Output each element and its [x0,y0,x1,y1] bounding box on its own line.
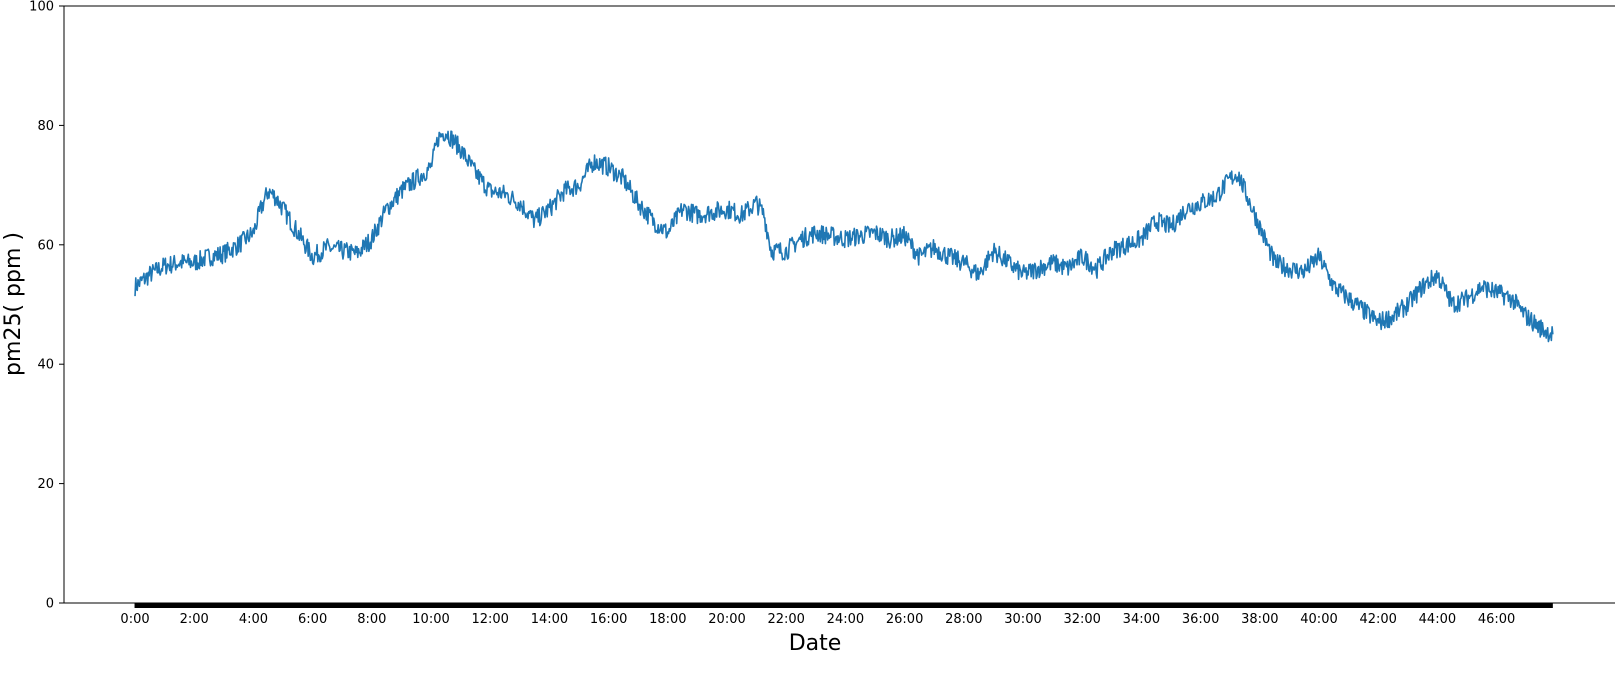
y-axis-title: pm25( ppm ) [1,232,26,376]
y-tick-label: 60 [37,238,54,253]
x-tick-label: 0:00 [120,612,149,627]
x-tick-label: 46:00 [1478,612,1515,627]
x-tick-label: 34:00 [1123,612,1160,627]
x-tick-label: 40:00 [1300,612,1337,627]
x-axis-ticks: 0:00 2:00 4:00 6:00 8:00 10:00 12:00 14:00 16:00… [120,603,1515,627]
x-tick-label: 26:00 [886,612,923,627]
x-tick-label: 2:00 [180,612,209,627]
x-tick-label: 18:00 [649,612,686,627]
plot-area [64,6,1615,603]
x-minor-tick-band [135,603,1553,608]
y-tick-label: 100 [29,0,54,15]
pm25-series-line [134,130,1554,343]
x-tick-label: 20:00 [708,612,745,627]
y-tick-label: 20 [37,477,54,492]
x-tick-label: 12:00 [471,612,508,627]
x-tick-label: 6:00 [298,612,327,627]
x-tick-label: 44:00 [1419,612,1456,627]
y-axis-ticks: 0 20 40 60 80 100 [29,0,64,612]
y-tick-label: 0 [46,597,54,612]
x-tick-label: 36:00 [1182,612,1219,627]
x-tick-label: 14:00 [531,612,568,627]
x-tick-label: 8:00 [357,612,386,627]
x-tick-label: 4:00 [239,612,268,627]
x-axis-title: Date [789,631,842,656]
y-tick-label: 40 [37,358,54,373]
x-tick-label: 28:00 [945,612,982,627]
x-tick-label: 24:00 [827,612,864,627]
x-tick-label: 42:00 [1359,612,1396,627]
y-tick-label: 80 [37,119,54,134]
x-tick-label: 32:00 [1063,612,1100,627]
x-tick-label: 10:00 [412,612,449,627]
x-tick-label: 16:00 [590,612,627,627]
x-minor-ticks [135,603,1553,608]
x-tick-label: 22:00 [767,612,804,627]
x-tick-label: 38:00 [1241,612,1278,627]
x-tick-label: 30:00 [1004,612,1041,627]
